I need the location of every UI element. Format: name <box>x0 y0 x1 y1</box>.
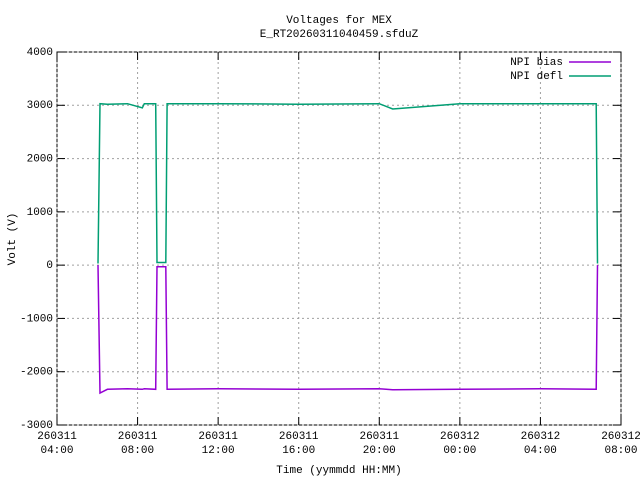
y-tick-label: 4000 <box>27 47 53 59</box>
x-tick-label: 260311 04:00 <box>37 431 77 457</box>
y-tick-label: 1000 <box>27 207 53 219</box>
x-tick-label: 260311 16:00 <box>278 431 319 457</box>
x-tick-label: 260312 04:00 <box>520 431 561 457</box>
y-axis-label: Volt (V) <box>7 213 19 266</box>
x-axis-label: Time (yymmdd HH:MM) <box>276 465 401 477</box>
legend-label: NPI defl <box>510 71 563 83</box>
x-tick-label: 260311 12:00 <box>198 431 238 457</box>
x-tick-label: 260312 00:00 <box>440 431 480 457</box>
x-tick-label: 260312 08:00 <box>601 431 640 457</box>
x-tick-label: 260311 08:00 <box>117 431 158 457</box>
legend-label: NPI bias <box>510 57 563 69</box>
series-line <box>97 102 599 264</box>
y-tick-label: -3000 <box>20 420 53 432</box>
chart-title: Voltages for MEX <box>286 15 392 27</box>
y-tick-label: 0 <box>46 260 53 272</box>
series-line <box>97 265 599 395</box>
x-tick-label: 260311 20:00 <box>359 431 400 457</box>
y-tick-label: -2000 <box>20 367 53 379</box>
y-tick-label: -1000 <box>20 313 53 325</box>
y-tick-label: 2000 <box>27 153 53 165</box>
y-tick-label: 3000 <box>27 100 53 112</box>
chart-subtitle: E_RT20260311040459.sfduZ <box>260 29 419 41</box>
